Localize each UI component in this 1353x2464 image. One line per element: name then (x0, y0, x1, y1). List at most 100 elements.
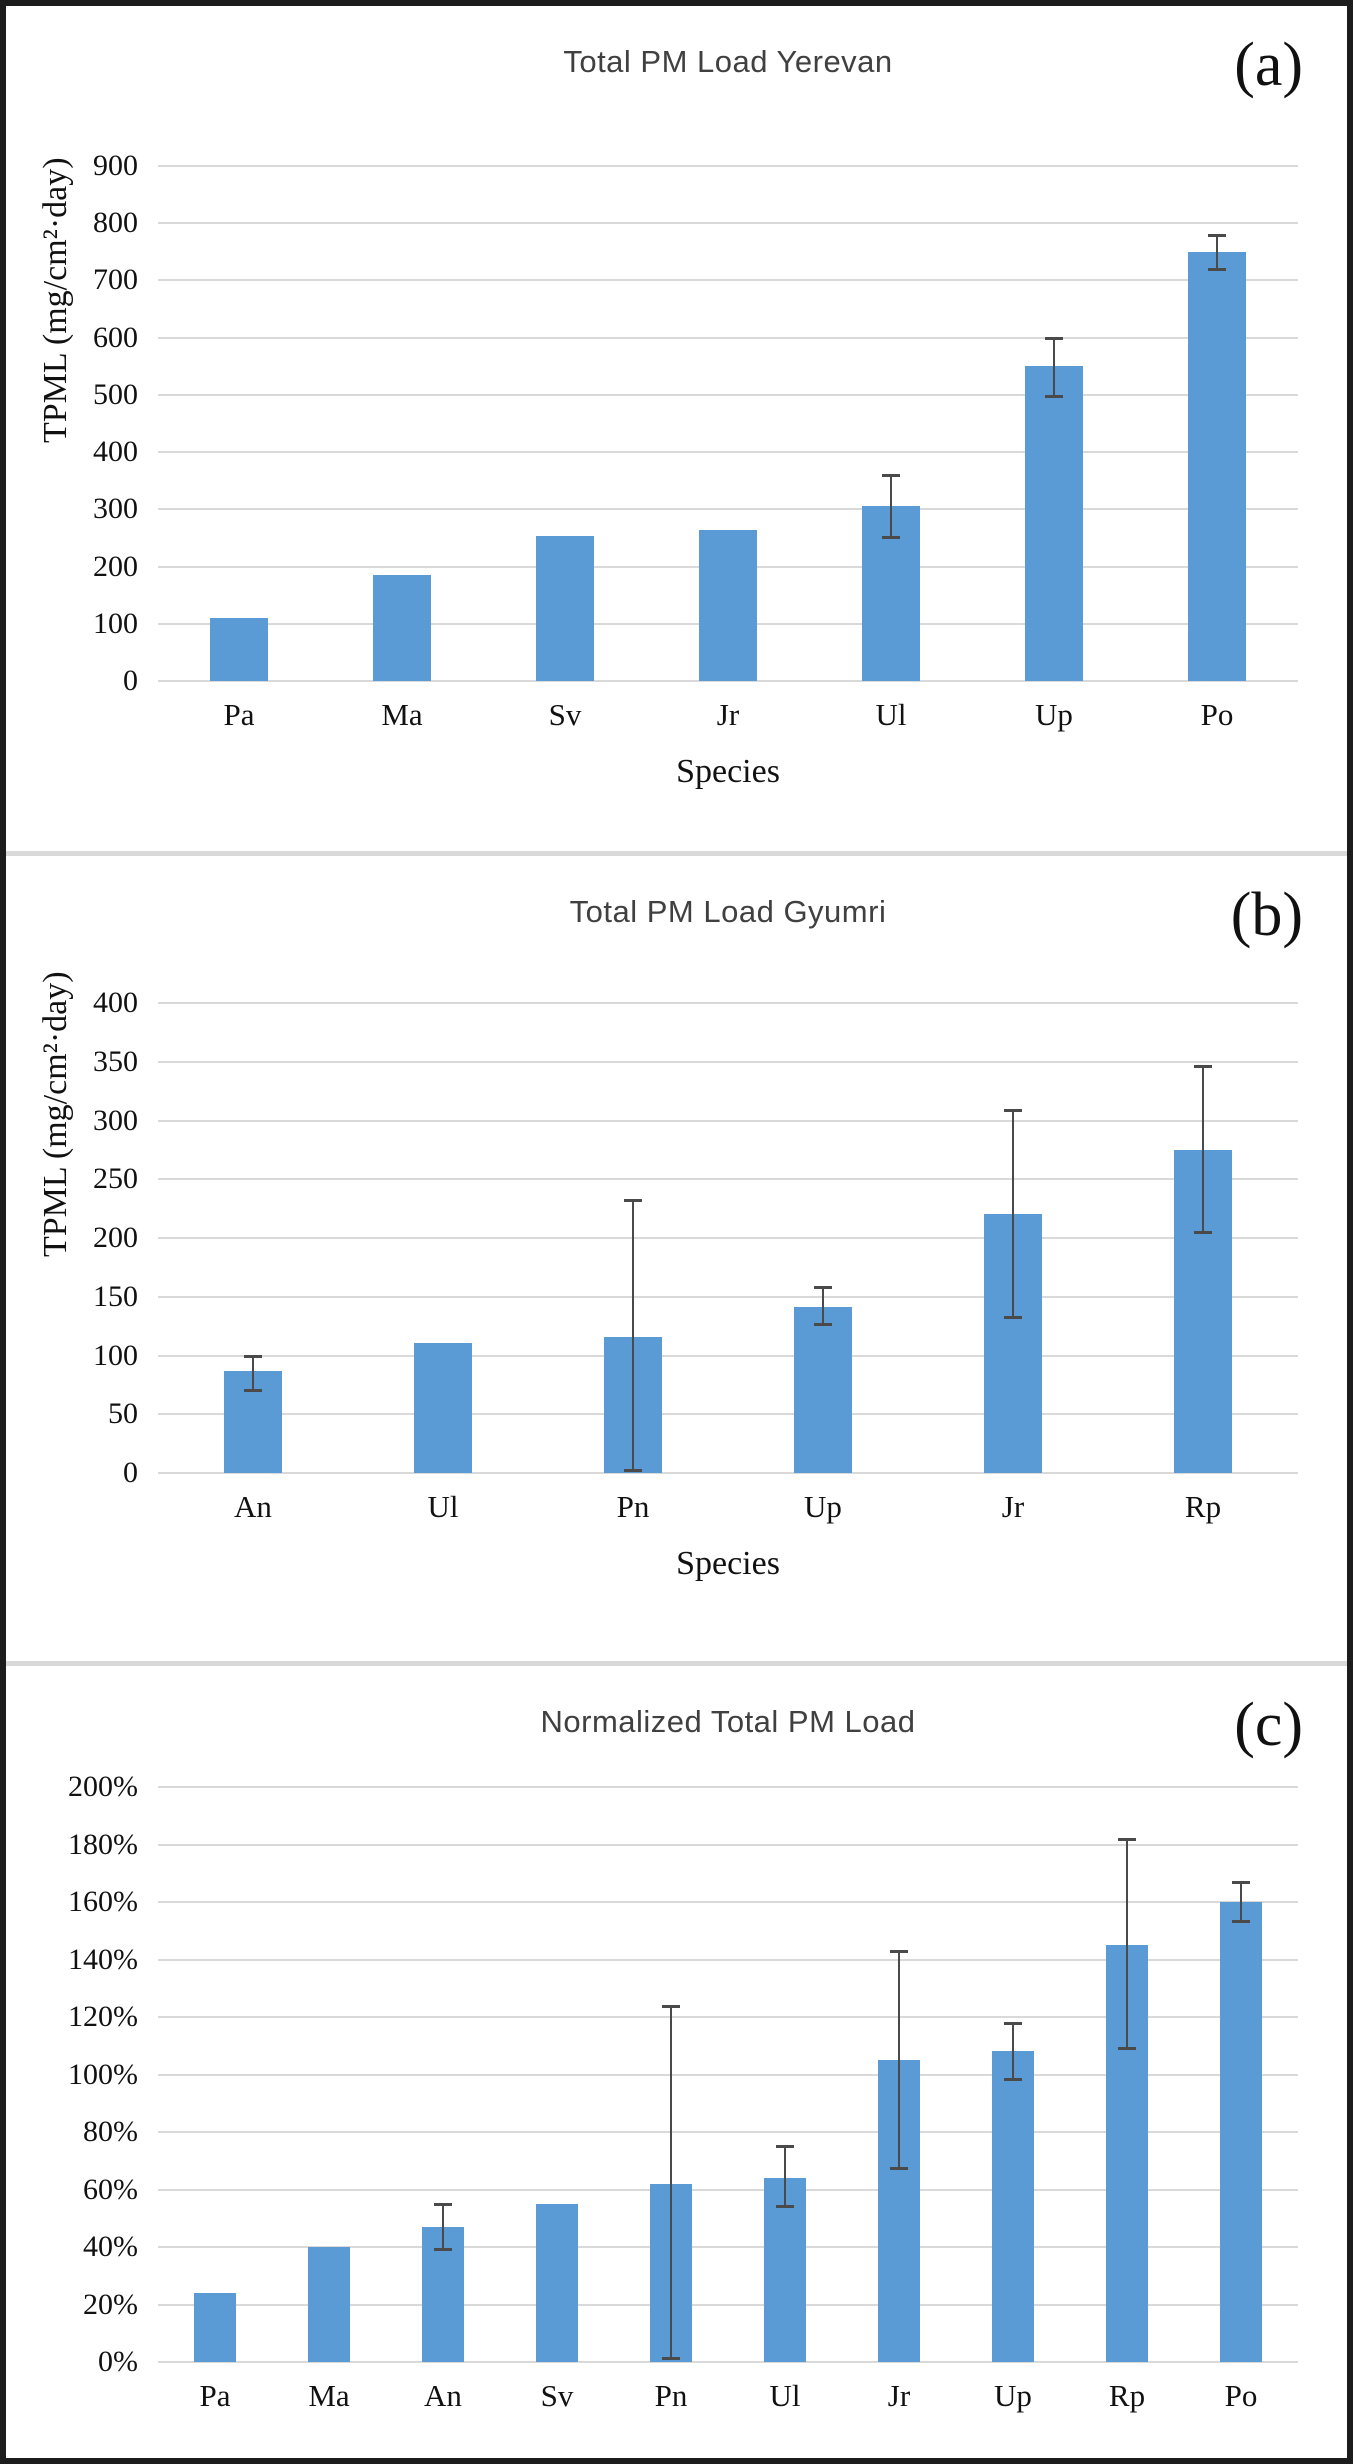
error-bar-cap-bottom (776, 2205, 794, 2208)
error-bar-cap-bottom (882, 536, 900, 539)
y-tick-label: 0 (123, 1456, 138, 1489)
gridline (158, 2361, 1298, 2363)
x-tick-label: Jr (716, 697, 740, 732)
x-tick-label: Po (1200, 697, 1234, 732)
bar (536, 2204, 578, 2362)
y-tick-label: 60% (83, 2172, 138, 2206)
gridline (158, 680, 1298, 682)
error-bar-cap-top (244, 1355, 262, 1358)
x-tick-label: Up (804, 1489, 842, 1524)
x-tick-label: Ul (769, 2378, 801, 2413)
x-tick-label: Pa (223, 697, 255, 732)
error-bar-cap-top (776, 2145, 794, 2148)
error-bar-cap-bottom (1208, 268, 1226, 271)
gridline (158, 1901, 1298, 1903)
error-bar (898, 1951, 900, 2170)
error-bar-cap-bottom (1004, 2078, 1022, 2081)
bar (794, 1307, 852, 1473)
gridline (158, 165, 1298, 167)
x-tick-label: Pn (654, 2378, 688, 2413)
x-tick-label: An (424, 2378, 462, 2413)
gridline (158, 1958, 1298, 1961)
gridline (158, 451, 1298, 454)
error-bar-cap-top (1004, 1109, 1022, 1112)
bar (1220, 1902, 1262, 2362)
x-tick-label: An (234, 1489, 272, 1524)
error-bar-cap-top (662, 2005, 680, 2008)
y-tick-label: 200 (93, 1221, 138, 1254)
gridline (158, 1354, 1298, 1357)
y-tick-label: 100 (93, 1338, 138, 1372)
gridline (158, 2188, 1298, 2191)
gridline (158, 1843, 1298, 1846)
bar (536, 536, 594, 681)
error-bar-cap-bottom (624, 1469, 642, 1472)
bar (1025, 366, 1083, 681)
plot-area-normalized: 0% 20% 40% 60% 80% 100% 120% 140% 160% 180% 200% Pa… (68, 1772, 1298, 2413)
x-tick-label: Pa (199, 2378, 231, 2413)
bar (194, 2293, 236, 2362)
error-bar (1012, 2023, 1014, 2081)
panel-label-b: (b) (1230, 881, 1303, 949)
error-bar-cap-top (814, 1286, 832, 1289)
error-bar-cap-top (1232, 1881, 1250, 1884)
y-tick-label: 160% (68, 1885, 138, 1918)
x-tick-label: Sv (540, 2378, 574, 2413)
gridline (158, 2073, 1298, 2076)
panel-label-c: (c) (1234, 1691, 1303, 1759)
error-bar-cap-top (882, 474, 900, 477)
error-bar-cap-bottom (1194, 1231, 1212, 1234)
y-tick-label: 800 (93, 206, 138, 240)
x-tick-label: Ma (308, 2378, 350, 2413)
y-tick-label: 140% (68, 1942, 138, 1976)
y-tick-label: 180% (68, 1827, 138, 1861)
gridline (158, 1413, 1298, 1416)
error-bar-cap-bottom (244, 1389, 262, 1392)
error-bar-cap-top (890, 1950, 908, 1953)
x-tick-label: Up (994, 2378, 1032, 2413)
y-tick-label: 100 (93, 606, 138, 640)
error-bar-cap-bottom (1118, 2047, 1136, 2050)
error-bar-cap-bottom (1004, 1316, 1022, 1319)
y-tick-label: 600 (93, 320, 138, 354)
gridline (158, 222, 1298, 225)
bar (308, 2247, 350, 2362)
x-tick-label: Sv (548, 697, 582, 732)
y-tick-label: 0 (123, 664, 138, 697)
bar (764, 2178, 806, 2362)
bar (414, 1343, 472, 1473)
x-tick-label: Jr (1001, 1489, 1025, 1524)
y-tick-label: 20% (83, 2287, 138, 2321)
gridline (158, 393, 1298, 396)
error-bar (670, 2006, 672, 2360)
bar (699, 530, 757, 681)
y-tick-label: 700 (93, 263, 138, 297)
error-bar-cap-bottom (890, 2167, 908, 2170)
gridline (158, 1237, 1298, 1239)
gridline (158, 2016, 1298, 2018)
error-bar-cap-bottom (1232, 1920, 1250, 1923)
error-bar-cap-top (1118, 1838, 1136, 1841)
x-tick-label: Up (1035, 697, 1073, 732)
gridline (158, 2303, 1298, 2306)
error-bar-cap-bottom (1045, 395, 1063, 398)
error-bar (1053, 338, 1055, 397)
gridline (158, 508, 1298, 511)
x-tick-label: Jr (887, 2378, 911, 2413)
gridline (158, 1119, 1298, 1122)
y-tick-label: 200 (93, 549, 138, 583)
x-tick-label: Pn (616, 1489, 650, 1524)
error-bar (442, 2204, 444, 2250)
error-bar (632, 1200, 634, 1470)
panel-divider (6, 851, 1347, 856)
chart-title-gyumri: Total PM Load Gyumri (569, 894, 887, 929)
x-tick-label: Ul (875, 697, 907, 732)
y-tick-label: 40% (83, 2230, 138, 2263)
error-bar (822, 1287, 824, 1325)
error-bar (252, 1356, 254, 1391)
bar (210, 618, 268, 681)
error-bar (1126, 1839, 1128, 2049)
error-bar-cap-top (624, 1199, 642, 1202)
y-tick-label: 350 (93, 1044, 138, 1078)
x-tick-label: Ul (427, 1489, 459, 1524)
